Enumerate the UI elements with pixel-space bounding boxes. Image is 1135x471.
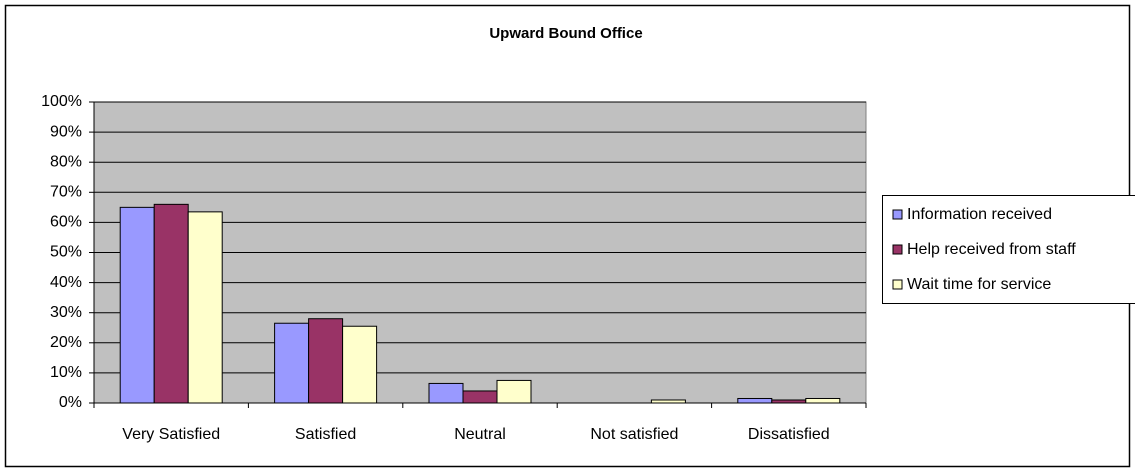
y-tick-label: 0%	[59, 394, 82, 411]
legend-swatch	[892, 279, 903, 290]
y-tick-label: 30%	[50, 304, 82, 321]
bar	[187, 211, 223, 404]
y-tick-label: 10%	[50, 364, 82, 381]
legend-swatch	[892, 209, 903, 220]
y-tick-label: 70%	[50, 184, 82, 201]
y-tick-label: 80%	[50, 153, 82, 170]
bar	[462, 390, 498, 404]
bar	[119, 206, 155, 404]
x-tick-label: Not satisfied	[590, 426, 678, 443]
x-tick-label: Satisfied	[295, 426, 356, 443]
bar	[153, 203, 189, 404]
y-tick-label: 40%	[50, 274, 82, 291]
legend-label: Wait time for service	[907, 276, 1051, 293]
bar	[805, 397, 841, 404]
chart-title: Upward Bound Office	[489, 25, 642, 42]
x-tick-label: Neutral	[454, 426, 506, 443]
y-tick-label: 20%	[50, 334, 82, 351]
bar	[428, 382, 464, 404]
y-tick-label: 50%	[50, 244, 82, 261]
legend-swatch	[892, 244, 903, 255]
bar	[737, 397, 773, 404]
y-tick-label: 100%	[41, 93, 82, 110]
x-tick-label: Dissatisfied	[748, 426, 830, 443]
bar	[342, 325, 378, 404]
legend-label: Information received	[907, 206, 1052, 223]
x-tick-label: Very Satisfied	[122, 426, 220, 443]
bar	[308, 318, 344, 404]
bar	[496, 379, 532, 404]
bar	[274, 322, 310, 404]
y-tick-label: 60%	[50, 214, 82, 231]
legend-label: Help received from staff	[907, 241, 1076, 258]
y-tick-label: 90%	[50, 123, 82, 140]
legend-box	[882, 195, 1135, 304]
